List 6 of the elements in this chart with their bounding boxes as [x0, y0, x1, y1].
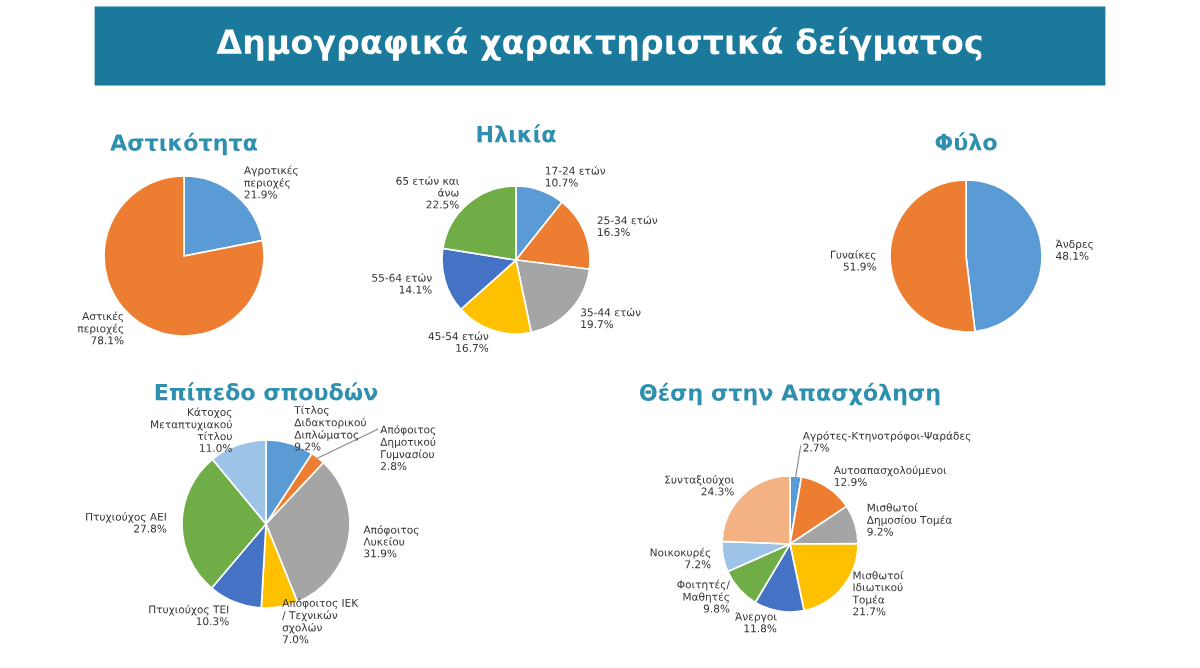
chart-title: Φύλο	[935, 132, 997, 151]
chart-title: Αστικότητα	[110, 132, 257, 156]
text: Δημογραφικά χαρακτηριστικά δείγματος	[216, 27, 982, 61]
chart-title: Θέση στην Απασχόληση	[639, 382, 940, 406]
chart-title: Ηλικία	[477, 124, 556, 143]
chart-title: Επίπεδο σπουδών	[155, 382, 378, 401]
